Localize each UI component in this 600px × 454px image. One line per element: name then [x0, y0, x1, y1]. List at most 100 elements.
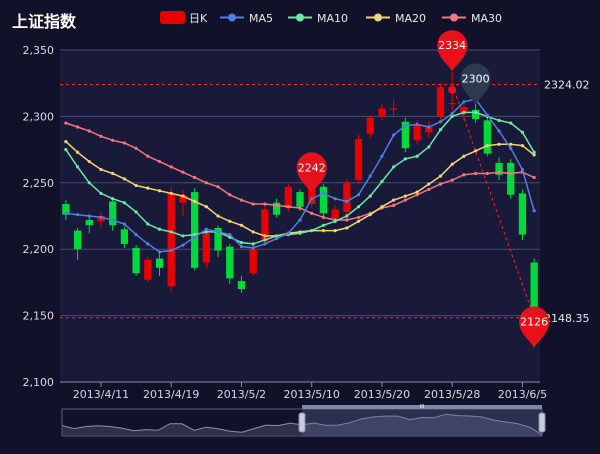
candle-body	[425, 127, 433, 133]
x-tick-label: 2013/4/11	[73, 388, 129, 401]
candle-body	[471, 109, 480, 120]
legend: 日K MA5 MA10 MA20 MA30	[160, 11, 502, 25]
candle-body	[144, 259, 152, 280]
ma10-point	[193, 232, 197, 237]
zoom-end-handle[interactable]	[538, 412, 546, 433]
hover-value-pin	[460, 63, 491, 105]
ma10-point	[146, 222, 150, 226]
ma5-point	[321, 191, 326, 196]
max-dot	[448, 85, 457, 94]
ma20-point	[462, 154, 466, 158]
hover-value-pin-label: 2300	[462, 72, 490, 85]
candle-body	[331, 209, 339, 219]
ma10-point	[509, 121, 513, 125]
ma20-point	[64, 140, 68, 144]
zoom-selection[interactable]	[302, 409, 542, 436]
ma30-point	[99, 134, 103, 138]
ma5-point	[181, 243, 185, 247]
ma30-point	[392, 203, 396, 207]
x-tick-label: 2013/4/19	[143, 388, 199, 401]
chart-title: 上证指数	[12, 12, 77, 31]
candle-body	[155, 258, 164, 268]
ma20-point	[75, 150, 80, 154]
ma30-point	[403, 198, 407, 202]
candle-body	[448, 103, 456, 105]
ma5-point	[462, 100, 466, 104]
ma30-point	[228, 193, 232, 197]
ma5-point	[251, 246, 255, 250]
ma5-point	[111, 218, 115, 222]
ma10-point	[181, 234, 185, 238]
candle-body	[261, 209, 269, 242]
ma5-point	[403, 124, 407, 128]
ma10-point	[474, 110, 478, 115]
ma20-point	[228, 219, 232, 223]
x-tick-label: 2013/5/10	[284, 388, 340, 401]
legend-marker-ma10	[296, 13, 304, 22]
candle-body	[179, 194, 187, 203]
ma30-point	[122, 141, 126, 145]
ma5-point	[415, 122, 419, 126]
min-value-pin	[519, 306, 550, 348]
ma30-point	[64, 121, 68, 125]
ma20-point	[99, 167, 103, 172]
moving-average-lines	[64, 97, 536, 254]
ma30-point	[485, 171, 489, 176]
ma10-point	[415, 154, 419, 158]
ma30-point	[111, 138, 115, 142]
ma10-point	[122, 201, 126, 205]
ma10-point	[380, 179, 384, 184]
upper-mark-line-label: 2324.02	[544, 79, 590, 92]
candle-body	[120, 229, 129, 244]
y-axis: 2,100 2,150 2,200 2,250 2,300 2,350	[23, 44, 55, 389]
legend-marker-ma5	[228, 13, 236, 22]
ma20-point	[415, 190, 419, 194]
ma10-point	[228, 235, 232, 239]
ma20-point	[333, 229, 337, 233]
ma5-point	[345, 199, 349, 203]
ma5-point	[427, 125, 431, 129]
candle-body	[296, 192, 304, 207]
ma20-point	[111, 171, 115, 176]
candles	[62, 71, 538, 348]
ma20-point	[380, 205, 384, 209]
ma5-point	[333, 197, 337, 201]
legend-label: MA10	[317, 12, 348, 25]
ma10-point	[263, 238, 267, 242]
legend-label: MA20	[395, 12, 426, 25]
candle-body	[167, 193, 175, 287]
ma5-point	[193, 235, 197, 239]
ma30-point	[251, 202, 255, 206]
ma5-point	[532, 209, 536, 213]
candle-body	[272, 202, 281, 215]
mark-points: 2242 2300 2334 2126	[296, 30, 550, 348]
ma10-point	[532, 150, 536, 154]
ma30-point	[532, 175, 536, 180]
ma20-point	[427, 182, 431, 186]
ma20-point	[474, 149, 478, 153]
ma30-point	[310, 211, 314, 215]
ma30-point	[286, 205, 290, 209]
ma20-point	[509, 142, 513, 146]
x-tick-label: 2013/5/20	[354, 388, 410, 401]
plot-area	[60, 50, 540, 382]
ma10-point	[333, 219, 337, 223]
candle-body	[495, 162, 503, 175]
ma5-point	[485, 113, 489, 117]
ma5-point	[64, 211, 68, 215]
ma20-point	[157, 189, 162, 193]
ma30-point	[216, 185, 220, 189]
ma30-point	[356, 215, 361, 219]
ma30-point	[427, 187, 431, 192]
candle-body	[202, 233, 210, 263]
ma10-point	[427, 145, 431, 149]
ma20-point	[169, 191, 173, 196]
ma30-point	[75, 125, 80, 129]
zoom-start-handle[interactable]	[298, 412, 306, 433]
ma10-point	[450, 114, 454, 118]
data-zoom-slider[interactable]: III	[61, 404, 546, 437]
ma10-point	[134, 210, 138, 214]
ma20-point	[403, 194, 407, 198]
